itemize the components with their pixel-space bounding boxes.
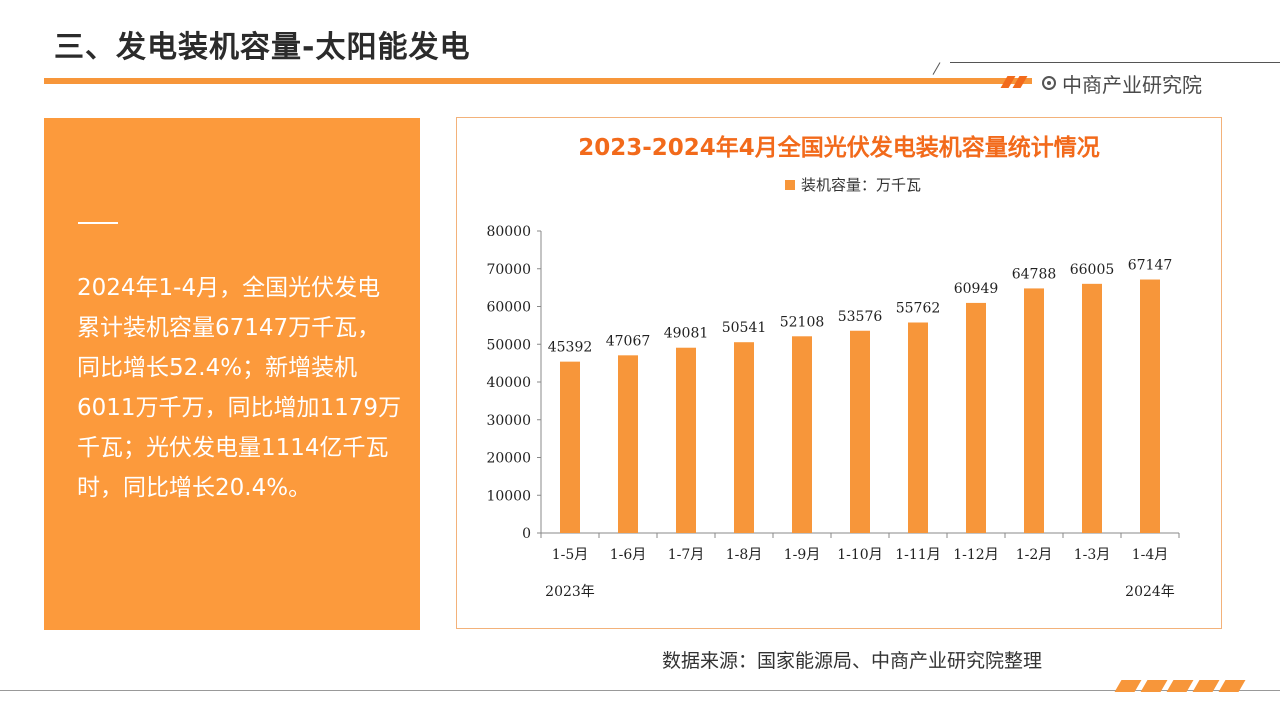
x-tick-label: 1-10月	[837, 547, 882, 563]
data-label: 55762	[896, 300, 941, 316]
header-deco-stripes	[1000, 76, 1030, 88]
x-tick-label: 1-8月	[726, 547, 763, 563]
year-label-2024: 2024年	[1125, 584, 1175, 600]
data-label: 45392	[548, 340, 593, 356]
y-tick-label: 80000	[486, 224, 531, 240]
data-label: 64788	[1012, 266, 1057, 282]
x-tick-label: 1-5月	[552, 547, 589, 563]
brand-logo-icon	[1042, 76, 1056, 90]
chart-container: 2023-2024年4月全国光伏发电装机容量统计情况 装机容量：万千瓦 0 100…	[456, 117, 1222, 629]
bar	[676, 347, 696, 533]
data-label: 52108	[780, 314, 825, 330]
bar	[850, 330, 870, 533]
bar	[908, 322, 928, 533]
legend-label: 装机容量：万千瓦	[801, 176, 922, 194]
bar-chart: 0 10000 20000 30000 40000 50000 60000 70000 8000…	[486, 224, 1180, 600]
bar	[966, 302, 986, 533]
y-tick-label: 10000	[486, 488, 531, 504]
title-rule	[44, 78, 1032, 84]
header-slant-line	[932, 62, 941, 75]
x-tick-label: 1-7月	[668, 547, 705, 563]
data-label: 50541	[722, 320, 767, 336]
bar	[734, 342, 754, 533]
summary-text: 2024年1-4月，全国光伏发电累计装机容量67147万千瓦，同比增长52.4%…	[77, 275, 402, 501]
data-label: 66005	[1070, 262, 1115, 278]
page-title: 三、发电装机容量-太阳能发电	[54, 30, 471, 65]
bar	[792, 336, 812, 533]
x-tick-label: 1-12月	[953, 547, 998, 563]
data-label: 47067	[606, 333, 651, 349]
data-label: 53576	[838, 309, 883, 325]
y-tick-label: 60000	[486, 300, 531, 316]
year-label-2023: 2023年	[545, 584, 595, 600]
bar	[618, 355, 638, 533]
y-tick-label: 0	[522, 526, 531, 542]
footer-line	[0, 690, 1280, 691]
brand: 中商产业研究院	[1042, 70, 1202, 97]
x-tick-label: 1-3月	[1074, 547, 1111, 563]
summary-dash	[78, 222, 118, 224]
data-label: 49081	[664, 326, 709, 342]
data-label: 67147	[1128, 258, 1173, 274]
chart-legend: 装机容量：万千瓦	[785, 174, 921, 195]
summary-panel: 2024年1-4月，全国光伏发电累计装机容量67147万千瓦，同比增长52.4%…	[44, 118, 420, 630]
y-tick-label: 50000	[486, 337, 531, 353]
data-label: 60949	[954, 281, 999, 297]
header-thin-line	[950, 62, 1280, 63]
footer-deco-stripes	[1112, 680, 1246, 692]
y-tick-label: 40000	[486, 375, 531, 391]
x-tick-label: 1-6月	[610, 547, 647, 563]
data-source: 数据来源：国家能源局、中商产业研究院整理	[662, 650, 1043, 672]
y-tick-label: 70000	[486, 262, 531, 278]
brand-name: 中商产业研究院	[1062, 72, 1202, 97]
x-tick-label: 1-11月	[895, 547, 940, 563]
bar	[1140, 279, 1160, 533]
x-tick-label: 1-2月	[1016, 547, 1053, 563]
bar	[560, 361, 580, 533]
legend-swatch	[785, 179, 795, 190]
y-tick-label: 20000	[486, 451, 531, 467]
chart-title: 2023-2024年4月全国光伏发电装机容量统计情况	[578, 135, 1100, 161]
x-tick-label: 1-4月	[1132, 547, 1169, 563]
bar	[1082, 283, 1102, 533]
x-tick-label: 1-9月	[784, 547, 821, 563]
y-tick-label: 30000	[486, 413, 531, 429]
bar	[1024, 288, 1044, 533]
